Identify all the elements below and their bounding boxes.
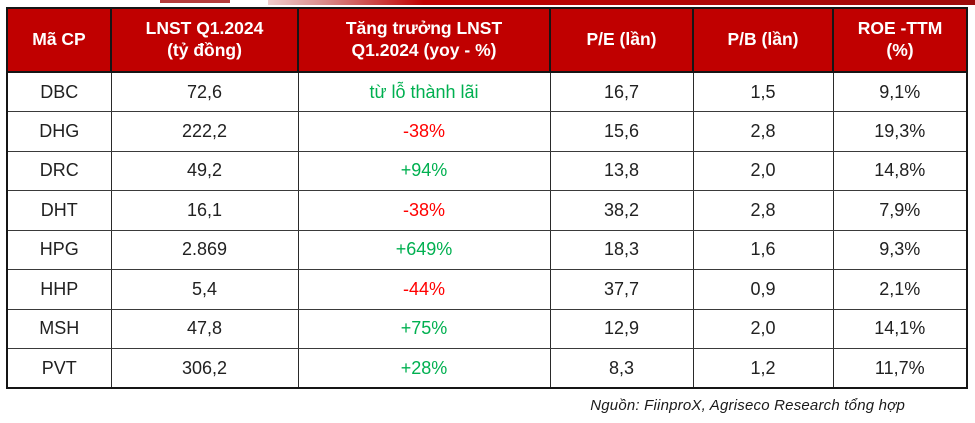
header-roe-line2: (%) xyxy=(886,40,914,60)
header-lnst-line1: LNST Q1.2024 xyxy=(145,18,264,39)
lnst-cell: 2.869 xyxy=(110,229,299,270)
growth-cell: -38% xyxy=(297,190,551,231)
lnst-cell: 49,2 xyxy=(110,150,299,191)
pb-cell: 2,8 xyxy=(692,111,834,152)
growth-cell: -38% xyxy=(297,111,551,152)
lnst-cell: 72,6 xyxy=(110,71,299,112)
header-growth-line1: Tăng trưởng LNST xyxy=(345,18,503,39)
header-pb-label: P/B (lần) xyxy=(727,29,799,50)
table-row: HPG 2.869 +649% 18,3 1,6 9,3% xyxy=(6,229,968,270)
header-pe-label: P/E (lần) xyxy=(586,29,657,50)
table-body: DBC 72,6 từ lỗ thành lãi 16,7 1,5 9,1% D… xyxy=(6,71,968,389)
ticker-cell: DBC xyxy=(6,71,112,112)
pe-cell: 38,2 xyxy=(549,190,694,231)
ticker-cell: DHG xyxy=(6,111,112,152)
ticker-cell: HHP xyxy=(6,269,112,310)
roe-cell: 9,3% xyxy=(832,229,968,270)
header-lnst-line2: (tỷ đồng) xyxy=(167,40,242,60)
lnst-cell: 306,2 xyxy=(110,348,299,389)
growth-cell: -44% xyxy=(297,269,551,310)
pb-cell: 2,0 xyxy=(692,308,834,349)
roe-cell: 14,8% xyxy=(832,150,968,191)
pe-cell: 37,7 xyxy=(549,269,694,310)
pb-cell: 1,2 xyxy=(692,348,834,389)
lnst-cell: 47,8 xyxy=(110,308,299,349)
table-row: MSH 47,8 +75% 12,9 2,0 14,1% xyxy=(6,308,968,349)
table-header: Mã CP LNST Q1.2024 (tỷ đồng) Tăng trưởng … xyxy=(6,7,968,73)
pb-cell: 2,0 xyxy=(692,150,834,191)
header-pb: P/B (lần) xyxy=(692,7,834,73)
roe-cell: 14,1% xyxy=(832,308,968,349)
decorative-banner-strip xyxy=(268,0,975,5)
roe-cell: 9,1% xyxy=(832,71,968,112)
pe-cell: 13,8 xyxy=(549,150,694,191)
table-row: DBC 72,6 từ lỗ thành lãi 16,7 1,5 9,1% xyxy=(6,71,968,112)
pe-cell: 18,3 xyxy=(549,229,694,270)
table-row: DHT 16,1 -38% 38,2 2,8 7,9% xyxy=(6,190,968,231)
lnst-cell: 5,4 xyxy=(110,269,299,310)
header-growth-line2: Q1.2024 (yoy - %) xyxy=(351,40,497,60)
lnst-cell: 222,2 xyxy=(110,111,299,152)
ticker-cell: PVT xyxy=(6,348,112,389)
growth-cell: +649% xyxy=(297,229,551,270)
pb-cell: 0,9 xyxy=(692,269,834,310)
roe-cell: 19,3% xyxy=(832,111,968,152)
header-lnst: LNST Q1.2024 (tỷ đồng) xyxy=(110,7,299,73)
growth-cell: +75% xyxy=(297,308,551,349)
header-roe: ROE -TTM (%) xyxy=(832,7,968,73)
ticker-cell: DHT xyxy=(6,190,112,231)
table-row: DRC 49,2 +94% 13,8 2,0 14,8% xyxy=(6,150,968,191)
header-row: Mã CP LNST Q1.2024 (tỷ đồng) Tăng trưởng … xyxy=(6,7,968,73)
growth-cell: từ lỗ thành lãi xyxy=(297,71,551,112)
header-roe-line1: ROE -TTM xyxy=(857,18,943,39)
lnst-cell: 16,1 xyxy=(110,190,299,231)
stock-metrics-table: Mã CP LNST Q1.2024 (tỷ đồng) Tăng trưởng … xyxy=(6,7,968,389)
growth-cell: +94% xyxy=(297,150,551,191)
table-row: HHP 5,4 -44% 37,7 0,9 2,1% xyxy=(6,269,968,310)
ticker-cell: HPG xyxy=(6,229,112,270)
pb-cell: 2,8 xyxy=(692,190,834,231)
growth-cell: +28% xyxy=(297,348,551,389)
header-ticker: Mã CP xyxy=(6,7,112,73)
roe-cell: 11,7% xyxy=(832,348,968,389)
pb-cell: 1,6 xyxy=(692,229,834,270)
pb-cell: 1,5 xyxy=(692,71,834,112)
header-growth: Tăng trưởng LNST Q1.2024 (yoy - %) xyxy=(297,7,551,73)
pe-cell: 16,7 xyxy=(549,71,694,112)
roe-cell: 2,1% xyxy=(832,269,968,310)
table-row: DHG 222,2 -38% 15,6 2,8 19,3% xyxy=(6,111,968,152)
ticker-cell: DRC xyxy=(6,150,112,191)
decorative-banner-strip xyxy=(160,0,230,3)
roe-cell: 7,9% xyxy=(832,190,968,231)
header-pe: P/E (lần) xyxy=(549,7,694,73)
pe-cell: 8,3 xyxy=(549,348,694,389)
pe-cell: 12,9 xyxy=(549,308,694,349)
source-note: Nguồn: FiinproX, Agriseco Research tổng … xyxy=(590,397,905,414)
pe-cell: 15,6 xyxy=(549,111,694,152)
ticker-cell: MSH xyxy=(6,308,112,349)
table-row: PVT 306,2 +28% 8,3 1,2 11,7% xyxy=(6,348,968,389)
header-ticker-label: Mã CP xyxy=(32,29,86,50)
